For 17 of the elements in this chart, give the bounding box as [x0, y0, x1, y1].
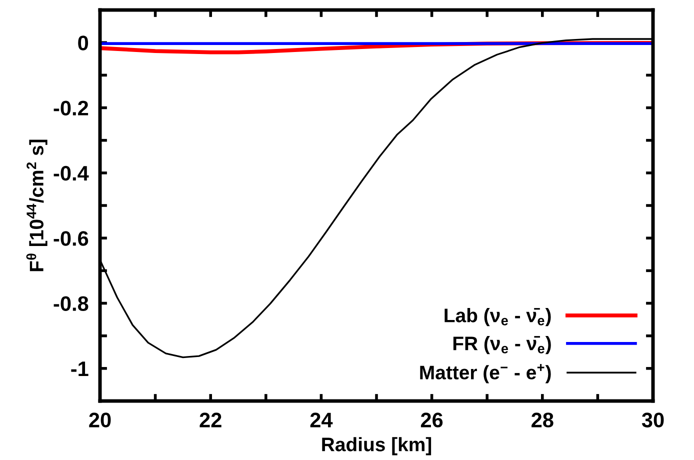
y-tick-label: -0.6	[54, 231, 88, 246]
legend-label: Matter (e$^{−}$ - e$^{+}$)	[420, 364, 551, 384]
x-tick-label: 26	[420, 412, 443, 428]
x-tick-label: 22	[200, 412, 222, 428]
y-tick-label: -0.2	[54, 100, 88, 116]
y-tick-label: -0.4	[54, 166, 89, 181]
x-tick-label: 20	[89, 412, 111, 428]
y-axis-title: F$^{θ}$ [10$^{44}$/cm$^{2}$ s]	[26, 140, 48, 272]
x-tick-label: 28	[532, 412, 554, 428]
x-tick-label: 30	[642, 412, 664, 428]
legend-label: FR (ν$_{e}$ - ν̄$_{e}$)	[453, 336, 551, 354]
x-axis-title: Radius [km]	[322, 437, 432, 456]
legend-label: Lab (ν$_{e}$ - ν̄$_{e}$)	[444, 308, 551, 326]
y-tick-label: -0.8	[54, 296, 88, 312]
y-tick-label: 0	[78, 36, 88, 50]
y-tick-label: -1	[71, 362, 88, 376]
x-tick-label: 24	[310, 412, 333, 428]
